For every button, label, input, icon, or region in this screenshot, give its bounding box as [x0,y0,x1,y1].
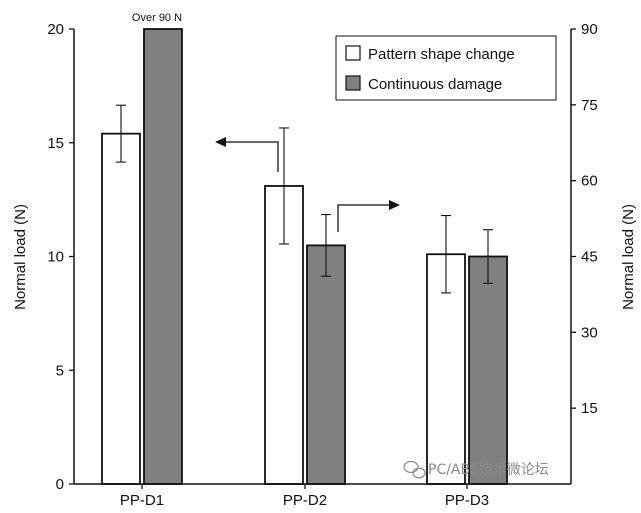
watermark: PC/ABS技术微论坛 [403,460,549,479]
legend-swatch-pattern-shape-change [345,45,361,61]
x-tick-label: PP-D1 [120,492,164,509]
watermark-text: PC/ABS技术微论坛 [428,462,549,478]
x-ticks: PP-D1 PP-D2 PP-D3 [120,484,489,509]
legend-label-continuous-damage: Continuous damage [368,76,502,93]
left-y-tick-label: 10 [47,249,64,266]
x-tick-label: PP-D2 [283,492,327,509]
right-axis-arrow [337,200,400,232]
right-y-tick-label: 60 [581,173,598,190]
legend-swatch-continuous-damage [345,75,361,91]
bar-pattern-shape-change-pp-d1 [101,132,141,485]
bar-continuous-damage-pp-d3 [468,255,508,485]
legend-label-pattern-shape-change: Pattern shape change [368,46,515,63]
right-y-tick-label: 90 [581,21,598,38]
left-y-tick-label: 20 [47,21,64,38]
errorbars-layer [116,104,493,294]
wechat-icon [403,460,426,479]
y-axis-title-left: Normal load (N) [12,204,29,310]
right-y-tick-label: 30 [581,324,598,341]
right-y-ticks: 15 30 45 60 75 90 [571,21,598,417]
left-y-tick-label: 15 [47,135,64,152]
over-90n-annotation: Over 90 N [132,12,182,24]
left-y-ticks: 0 5 10 15 20 [47,21,74,493]
bar-continuous-damage-pp-d1 [143,28,183,485]
right-y-tick-label: 75 [581,97,598,114]
left-y-tick-label: 0 [56,476,64,493]
x-tick-label: PP-D3 [445,492,489,509]
bar-continuous-damage-pp-d2 [306,244,346,485]
right-y-tick-label: 45 [581,249,598,266]
y-axis-title-right: Normal load (N) [620,204,637,310]
legend-box [335,35,557,101]
left-y-tick-label: 5 [56,362,64,379]
left-axis-arrow [215,137,279,172]
right-y-tick-label: 15 [581,400,598,417]
legend: Pattern shape change Continuous damage [335,35,557,101]
